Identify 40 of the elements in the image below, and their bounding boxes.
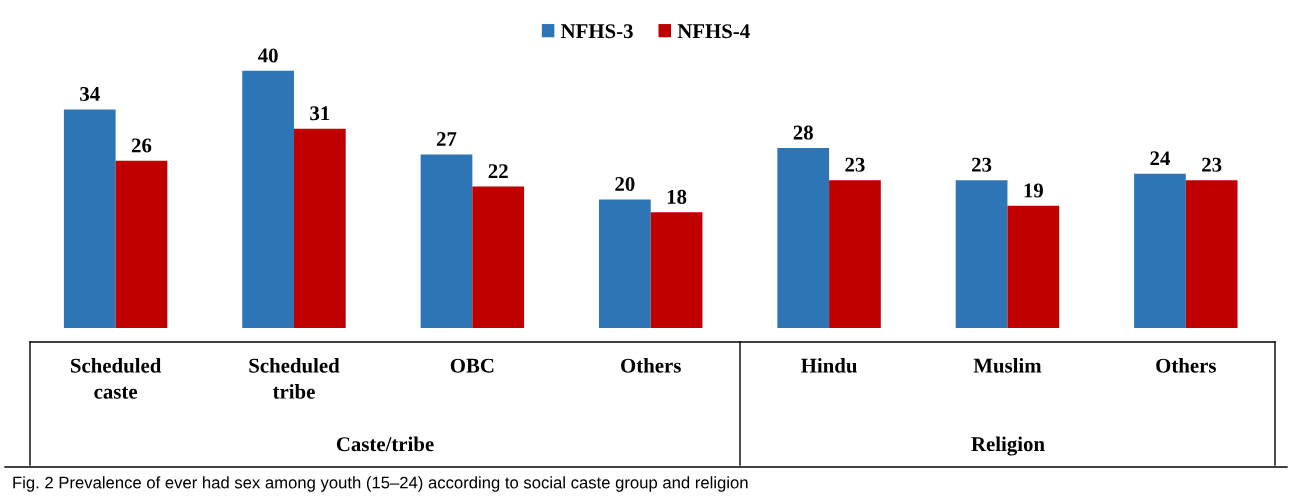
bar — [829, 180, 881, 328]
legend-label: NFHS-4 — [677, 24, 750, 39]
bar — [1134, 173, 1186, 328]
data-label: 18 — [667, 189, 687, 204]
x-tick-label: OBC — [450, 358, 494, 373]
bar — [650, 212, 703, 328]
x-tick-label: Scheduled tribe — [249, 358, 340, 399]
data-label: 24 — [1150, 151, 1170, 166]
bar — [63, 109, 116, 328]
bar — [293, 128, 346, 328]
data-label: 23 — [845, 157, 865, 172]
bar — [777, 148, 830, 328]
data-label: 20 — [615, 176, 635, 192]
bar — [242, 70, 294, 328]
text: Caste/tribe — [336, 436, 434, 452]
data-label: 23 — [972, 157, 992, 172]
x-tick-label: Others — [621, 358, 681, 373]
legend-label: NFHS-3 — [560, 24, 633, 39]
bar — [420, 154, 473, 328]
x-tick-label: Muslim — [973, 358, 1042, 373]
data-label: 34 — [80, 87, 100, 102]
bar — [955, 180, 1008, 328]
bar — [115, 160, 168, 328]
data-label: 22 — [488, 164, 508, 178]
caption: Fig. 2 Prevalence of ever had sex among youth (15–24) according to social caste group and religion — [13, 476, 748, 492]
bar — [472, 186, 525, 328]
data-label: 19 — [1024, 183, 1043, 198]
text: Religion — [971, 436, 1045, 456]
data-label: 23 — [1202, 157, 1222, 172]
bar — [1185, 180, 1238, 328]
x-tick-label: Scheduled caste — [71, 358, 162, 399]
data-label: 26 — [131, 138, 152, 153]
data-label: 27 — [436, 132, 457, 146]
x-tick-label: Hindu — [801, 358, 857, 373]
x-tick-label: Others — [1156, 358, 1216, 373]
data-label: 28 — [793, 125, 813, 140]
bar — [598, 199, 651, 328]
bar — [1007, 205, 1060, 328]
data-label: 31 — [310, 106, 330, 121]
data-label: 40 — [257, 48, 278, 63]
